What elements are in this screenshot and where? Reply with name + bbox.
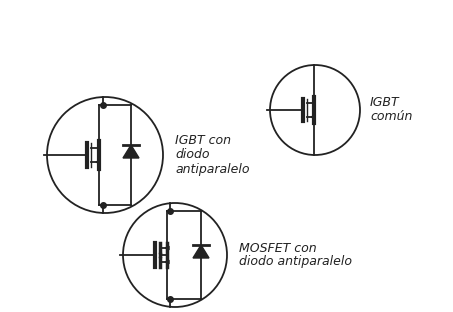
Text: IGBT con: IGBT con [175, 134, 231, 148]
Text: MOSFET con: MOSFET con [239, 241, 317, 255]
Polygon shape [193, 245, 209, 258]
Text: común: común [370, 110, 412, 124]
Polygon shape [165, 246, 169, 250]
Text: antiparalelo: antiparalelo [175, 163, 250, 175]
Polygon shape [96, 160, 100, 164]
Text: diodo: diodo [175, 149, 209, 162]
Polygon shape [311, 115, 315, 119]
Polygon shape [165, 260, 169, 264]
Text: diodo antiparalelo: diodo antiparalelo [239, 256, 352, 269]
Text: IGBT: IGBT [370, 96, 400, 110]
Polygon shape [123, 145, 139, 158]
